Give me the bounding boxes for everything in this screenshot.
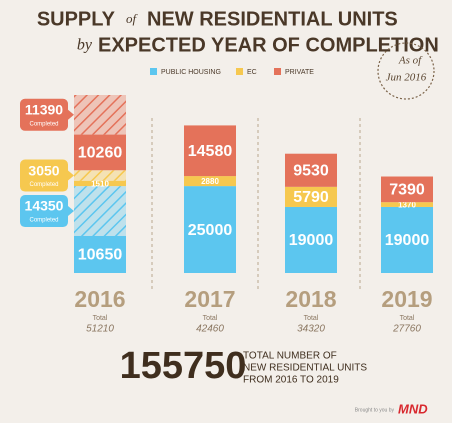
callout-box [20, 195, 68, 228]
legend-label: EC [247, 69, 257, 76]
legend-swatch [150, 68, 157, 75]
completed-segment [74, 95, 126, 135]
segment-label: 5790 [293, 189, 329, 206]
segment-label: 10650 [78, 247, 123, 264]
badge-text: Jun 2016 [386, 72, 427, 84]
callout-value: 14350 [25, 198, 64, 214]
segment-label: 9530 [293, 162, 329, 179]
badge [377, 42, 435, 100]
bar-segment [381, 202, 433, 207]
grand-total: 155750 [120, 345, 247, 387]
callout: 3050 Completed [20, 159, 74, 192]
bar-segment [74, 134, 126, 171]
bar-segment [381, 176, 433, 203]
legend-swatch [236, 68, 243, 75]
callout: 11390 Completed [20, 98, 74, 131]
segment-label: 14580 [188, 143, 233, 160]
callout-value: 11390 [25, 101, 63, 117]
badge-text: As of [398, 55, 423, 67]
credit: Brought to you by [355, 407, 395, 413]
total-value: 27760 [392, 324, 421, 335]
total-value: 34320 [297, 324, 325, 335]
callout-label: Completed [29, 121, 58, 127]
callout-value: 3050 [28, 162, 59, 178]
legend-label: PRIVATE [285, 69, 314, 76]
segment-label: 25000 [188, 222, 233, 239]
bar-segment [74, 235, 126, 273]
total-label: Total [400, 315, 415, 322]
year-label: 2019 [381, 286, 432, 312]
year-label: 2017 [184, 286, 235, 312]
total-value: 51210 [86, 324, 114, 335]
logo: MND [398, 401, 428, 416]
total-value: 42460 [196, 324, 224, 335]
grand-total-text: FROM 2016 TO 2019 [243, 375, 339, 386]
segment-label: 19000 [289, 232, 334, 249]
title-part: NEW RESIDENTIAL UNITS [147, 8, 398, 30]
legend-label: PUBLIC HOUSING [161, 69, 221, 76]
bar-segment [184, 125, 236, 177]
subtitle-part: EXPECTED YEAR OF COMPLETION [98, 34, 439, 56]
bar-segment [381, 206, 433, 273]
segment-label: 2880 [201, 177, 219, 186]
segment-label: 19000 [385, 232, 430, 249]
callout-label: Completed [29, 182, 58, 188]
total-label: Total [93, 315, 108, 322]
year-label: 2016 [74, 286, 125, 312]
completed-segment [74, 186, 126, 236]
legend-swatch [274, 68, 281, 75]
grand-total-text: TOTAL NUMBER OF [243, 351, 337, 362]
title-part: SUPPLY [37, 8, 116, 30]
callout-pointer [68, 109, 74, 120]
bar-segment [184, 186, 236, 273]
callout-pointer [68, 170, 74, 181]
segment-label: 1370 [398, 201, 416, 210]
title-part: of [126, 11, 139, 26]
bar-segment [184, 176, 236, 187]
year-label: 2018 [285, 286, 336, 312]
bar-segment [285, 153, 337, 187]
completed-segment [74, 170, 126, 181]
callout-pointer [68, 206, 74, 217]
total-label: Total [304, 315, 319, 322]
bar-segment [285, 186, 337, 207]
bar-segment [285, 206, 337, 273]
callout-box [20, 98, 68, 131]
subtitle-part: by [77, 37, 93, 54]
callout: 14350 Completed [20, 195, 74, 228]
grand-total-text: NEW RESIDENTIAL UNITS [243, 363, 367, 374]
segment-label: 10260 [78, 145, 123, 162]
segment-label: 1510 [91, 180, 109, 189]
segment-label: 7390 [389, 182, 425, 199]
callout-label: Completed [29, 218, 58, 224]
bar-segment [74, 180, 126, 187]
total-label: Total [203, 315, 218, 322]
callout-box [20, 159, 68, 192]
